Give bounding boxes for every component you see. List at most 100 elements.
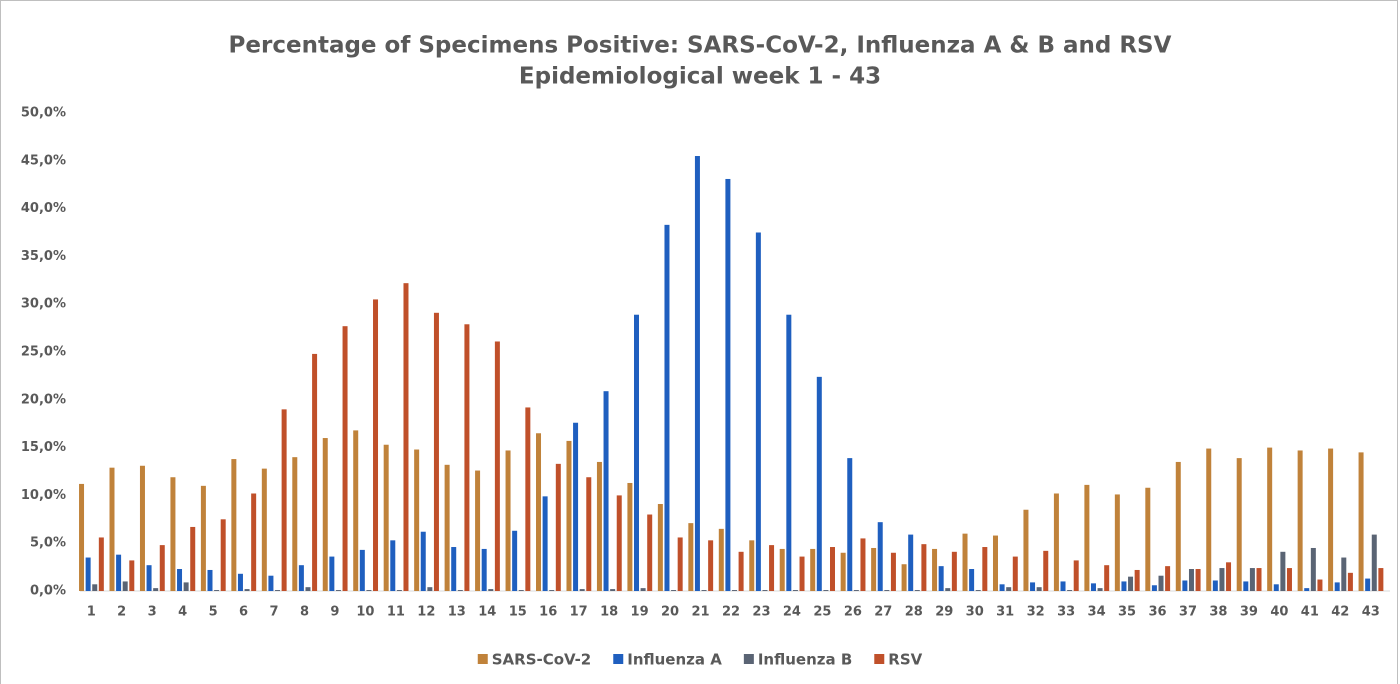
- x-tick-label: 36: [1148, 605, 1166, 620]
- bar: [220, 519, 226, 591]
- bar: [884, 590, 890, 591]
- bar: [85, 557, 91, 591]
- bar: [1334, 582, 1340, 591]
- bar: [1090, 583, 1096, 591]
- bar: [708, 540, 714, 591]
- bar: [536, 433, 542, 591]
- x-tick-label: 4: [178, 605, 187, 620]
- bar: [853, 590, 859, 591]
- x-tick-label: 42: [1331, 605, 1349, 620]
- x-tick-label: 31: [996, 605, 1014, 620]
- bar: [403, 283, 409, 591]
- bar: [1267, 447, 1273, 591]
- bar: [1341, 557, 1347, 591]
- bar: [664, 224, 670, 592]
- bar: [1206, 448, 1212, 591]
- bar: [860, 538, 866, 591]
- x-tick-label: 38: [1209, 605, 1227, 620]
- y-tick-label: 45,0%: [21, 153, 66, 168]
- bar: [586, 477, 592, 591]
- bar: [292, 457, 298, 591]
- bar: [1249, 568, 1255, 591]
- bar: [139, 465, 145, 591]
- x-tick-label: 43: [1362, 605, 1380, 620]
- bar: [749, 540, 755, 591]
- bar: [251, 493, 257, 591]
- bar: [1151, 585, 1157, 591]
- legend-swatch: [613, 654, 624, 664]
- x-tick-label: 10: [356, 605, 374, 620]
- bar: [1182, 580, 1188, 591]
- bar: [298, 565, 304, 591]
- bar: [566, 440, 572, 591]
- bar: [444, 464, 450, 591]
- bar: [694, 156, 700, 591]
- bar: [159, 545, 165, 591]
- bar: [146, 565, 152, 591]
- bar: [890, 552, 896, 591]
- bar: [634, 314, 640, 591]
- bar: [840, 552, 846, 591]
- x-tick-label: 13: [448, 605, 466, 620]
- bar: [1236, 458, 1242, 591]
- bar: [732, 590, 737, 591]
- bar: [1256, 568, 1262, 591]
- bar: [214, 590, 220, 591]
- x-tick-label: 1: [87, 605, 96, 620]
- bar: [1134, 569, 1140, 591]
- bar: [1297, 450, 1303, 591]
- bar: [1030, 582, 1036, 591]
- bar: [525, 407, 531, 591]
- x-tick-label: 17: [570, 605, 588, 620]
- bar: [122, 581, 128, 591]
- bar: [1328, 448, 1334, 591]
- x-tick-label: 27: [874, 605, 892, 620]
- x-tick-label: 20: [661, 605, 679, 620]
- bar: [414, 449, 420, 591]
- bar: [1012, 556, 1018, 591]
- bar: [79, 483, 85, 591]
- bar: [1212, 580, 1218, 591]
- bar: [512, 530, 518, 591]
- bar: [999, 584, 1005, 591]
- bar: [627, 482, 633, 591]
- bar: [237, 573, 243, 591]
- bar: [671, 590, 677, 591]
- bar: [762, 590, 768, 591]
- bar: [1053, 493, 1059, 591]
- x-tick-label: 35: [1118, 605, 1136, 620]
- y-tick-label: 10,0%: [21, 488, 66, 503]
- bar: [427, 587, 433, 591]
- bar: [1310, 547, 1316, 591]
- x-tick-label: 28: [905, 605, 923, 620]
- bar: [603, 391, 609, 591]
- bar: [579, 589, 585, 591]
- x-tick-label: 21: [691, 605, 709, 620]
- bar: [1097, 588, 1103, 591]
- bar: [1128, 576, 1134, 591]
- bar: [1243, 581, 1249, 591]
- bar: [1219, 568, 1225, 591]
- x-tick-label: 32: [1027, 605, 1045, 620]
- bar: [109, 467, 115, 591]
- bar: [769, 545, 775, 591]
- bar: [657, 504, 663, 591]
- bar: [755, 232, 761, 591]
- bar: [153, 588, 159, 591]
- bar: [329, 556, 335, 591]
- bar: [1175, 461, 1181, 591]
- bar: [261, 468, 267, 591]
- bar: [677, 537, 683, 591]
- chart-title: Percentage of Specimens Positive: SARS-C…: [229, 33, 1172, 59]
- bar: [738, 551, 744, 591]
- bar: [932, 548, 938, 591]
- bar: [396, 590, 402, 591]
- y-tick-label: 20,0%: [21, 392, 66, 407]
- bar: [1023, 509, 1029, 591]
- legend-swatch: [477, 654, 488, 664]
- bar: [701, 590, 707, 591]
- bar: [1073, 560, 1079, 591]
- bar: [688, 523, 694, 591]
- x-tick-label: 16: [539, 605, 557, 620]
